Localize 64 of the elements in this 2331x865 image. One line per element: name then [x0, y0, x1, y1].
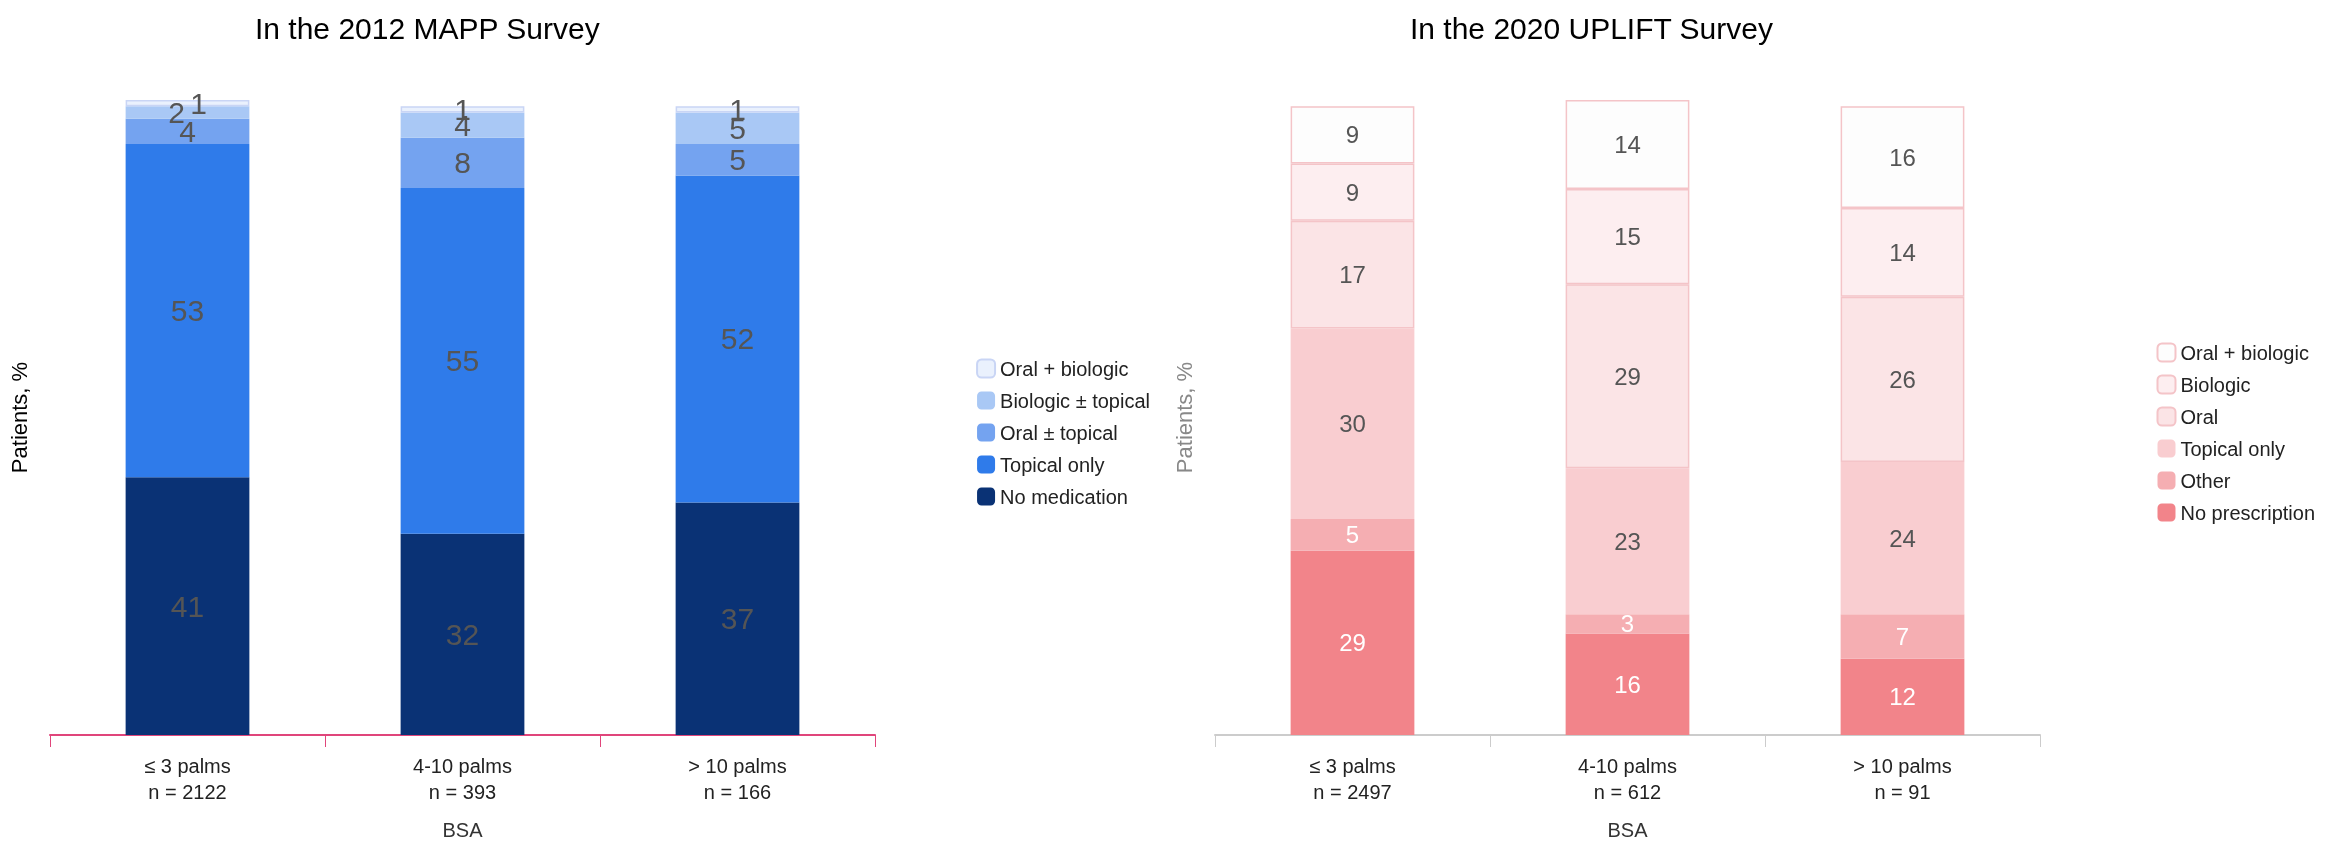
- data-label: 53: [170, 294, 205, 328]
- data-label: 29: [1614, 362, 1641, 390]
- bar: [400, 137, 525, 189]
- chart-title: In the 2020 UPLIFT Survey: [1410, 11, 1773, 45]
- x-tick-label: ≤ 3 palms n = 2122: [144, 755, 231, 803]
- legend-label: Oral + biologic: [2180, 341, 2309, 364]
- y-axis-title: Patients, %: [6, 361, 32, 474]
- legend-label: Topical only: [1000, 453, 1105, 476]
- bar: [1290, 519, 1415, 551]
- y-axis-title: Patients, %: [1171, 361, 1197, 474]
- data-label: 9: [1345, 121, 1360, 149]
- data-label: 26: [1889, 365, 1916, 393]
- bar: [400, 533, 525, 735]
- data-label: 17: [1339, 261, 1366, 289]
- bar: [1840, 614, 1965, 659]
- chart-title: In the 2012 MAPP Survey: [255, 11, 600, 45]
- legend-label: Oral: [2180, 405, 2219, 428]
- data-label: 29: [1339, 629, 1366, 657]
- bar: [125, 144, 250, 478]
- data-label: 5: [1345, 521, 1360, 549]
- bar: [1565, 633, 1690, 735]
- data-label: 14: [1614, 130, 1641, 158]
- data-label: 24: [1889, 524, 1916, 552]
- data-label: 16: [1614, 670, 1641, 698]
- bar: [125, 477, 250, 735]
- x-axis-title: BSA: [442, 819, 484, 841]
- legend-label: Biologic ± topical: [1000, 389, 1151, 412]
- data-label: 32: [445, 617, 480, 651]
- data-label: 3: [1620, 610, 1635, 638]
- x-tick-label: ≤ 3 palms n = 2497: [1309, 755, 1396, 803]
- legend-label: Oral + biologic: [1000, 357, 1129, 380]
- bar: [400, 188, 525, 534]
- data-label: 1: [190, 86, 207, 120]
- data-label: 30: [1339, 410, 1366, 438]
- bar: [1565, 614, 1690, 634]
- data-label: 15: [1614, 223, 1641, 251]
- bar: [675, 175, 800, 503]
- legend-label: No prescription: [2180, 501, 2316, 524]
- x-tick-label: > 10 palms n = 91: [1853, 755, 1952, 803]
- data-label: 8: [454, 146, 471, 180]
- legend-label: No medication: [1000, 485, 1128, 508]
- data-label: 9: [1345, 178, 1360, 206]
- data-label: 37: [720, 602, 755, 636]
- data-label: 52: [720, 322, 755, 356]
- x-tick-label: 4-10 palms n = 393: [413, 755, 512, 803]
- x-tick-label: > 10 palms n = 166: [688, 755, 787, 803]
- x-tick-label: 4-10 palms n = 612: [1578, 755, 1677, 803]
- legend-label: Biologic: [2180, 373, 2251, 396]
- data-label: 12: [1889, 683, 1916, 711]
- data-label: 55: [445, 344, 480, 378]
- bar: [675, 502, 800, 735]
- data-label: 23: [1614, 527, 1641, 555]
- data-label: 16: [1889, 143, 1916, 171]
- bar: [675, 144, 800, 176]
- legend-label: Oral ± topical: [1000, 421, 1118, 444]
- legend-label: Other: [2180, 469, 2231, 492]
- data-label: 14: [1889, 238, 1916, 266]
- data-label: 5: [729, 143, 746, 177]
- x-axis-title: BSA: [1607, 819, 1649, 841]
- bar: [1840, 658, 1965, 735]
- data-label: 41: [170, 589, 205, 623]
- data-label: 7: [1895, 623, 1910, 651]
- bar: [1290, 550, 1415, 735]
- legend-label: Topical only: [2180, 437, 2286, 460]
